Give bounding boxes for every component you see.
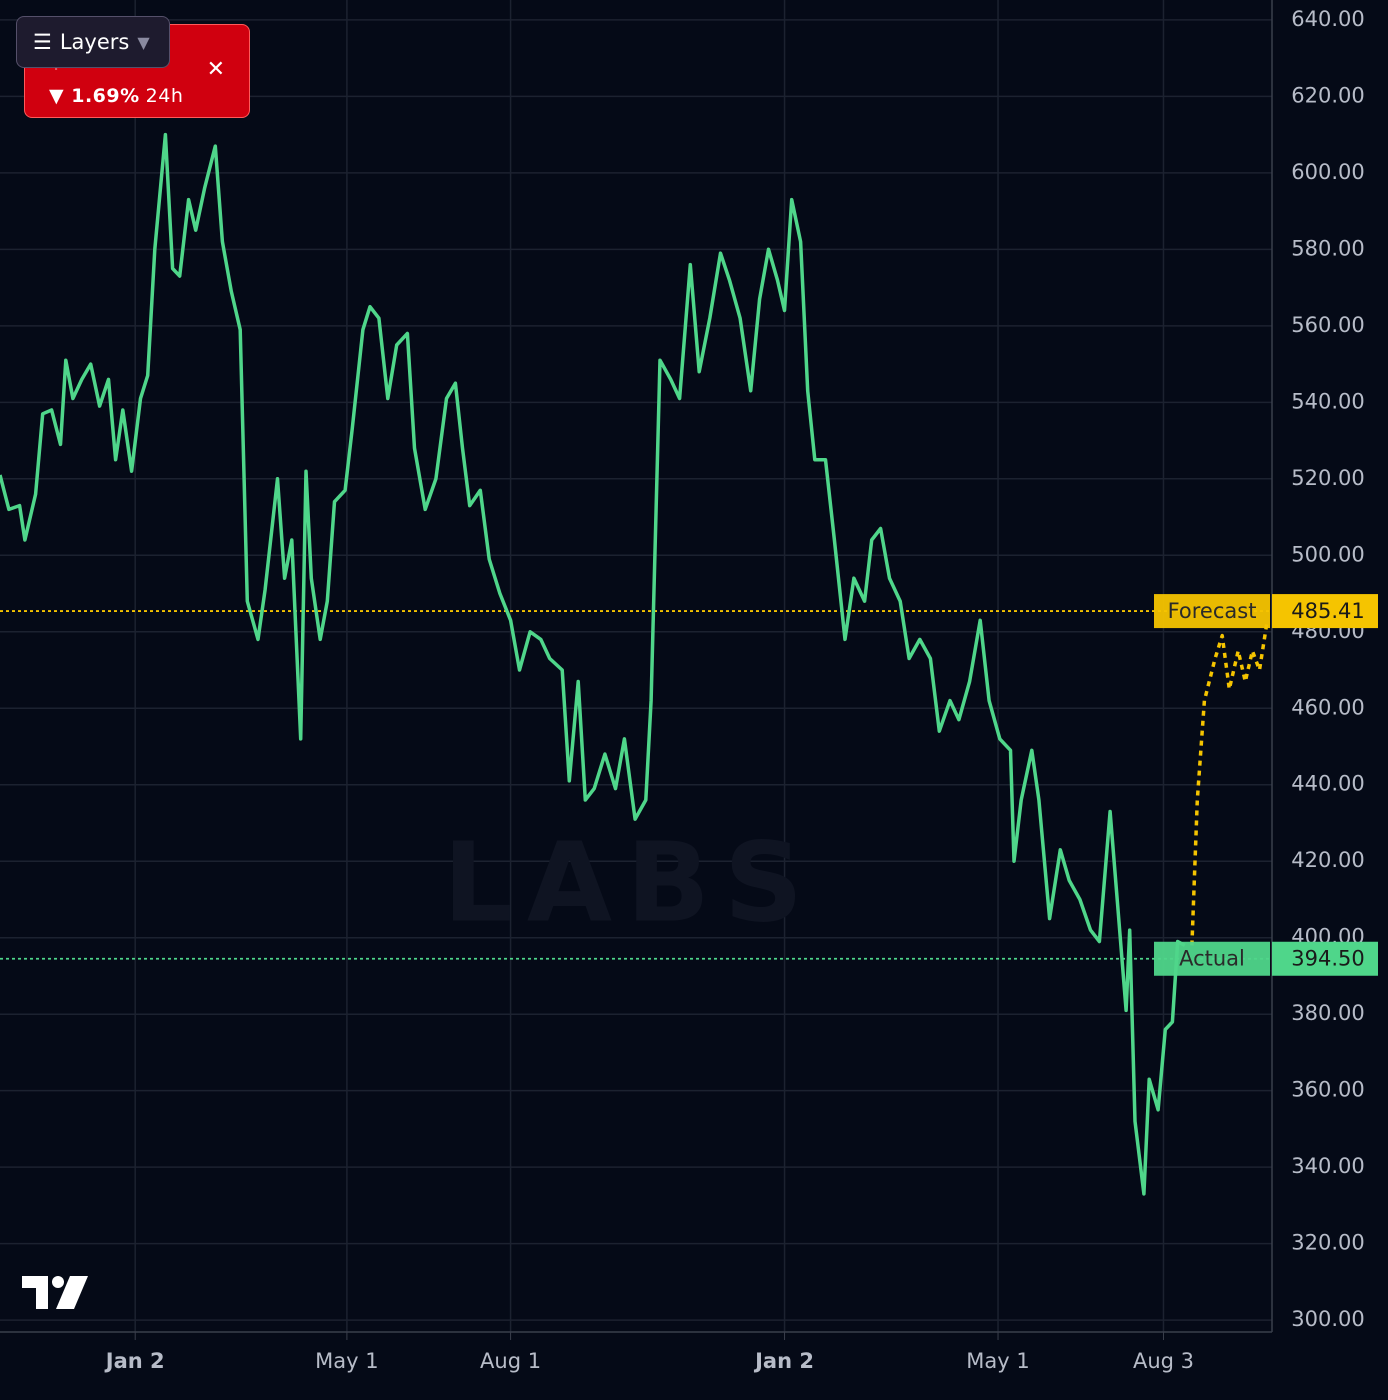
y-tick-label: 420.00 bbox=[1291, 848, 1364, 872]
y-tick-label: 640.00 bbox=[1291, 7, 1364, 31]
change-row: ▼ 1.69% 24h bbox=[49, 85, 183, 107]
y-tick-label: 500.00 bbox=[1291, 542, 1364, 566]
y-tick-label: 320.00 bbox=[1291, 1231, 1364, 1255]
price-tag-label: Actual bbox=[1179, 947, 1245, 971]
layers-label: Layers bbox=[59, 30, 130, 54]
axes: 300.00320.00340.00360.00380.00400.00420.… bbox=[104, 7, 1378, 1373]
layers-button[interactable]: ☰ Layers ▼ bbox=[16, 16, 170, 68]
x-tick-label: Aug 1 bbox=[480, 1349, 541, 1373]
grid bbox=[0, 0, 1272, 1332]
y-tick-label: 620.00 bbox=[1291, 83, 1364, 107]
x-tick-label: Jan 2 bbox=[753, 1349, 814, 1373]
watermark: LABS bbox=[443, 818, 817, 946]
period: 24h bbox=[145, 85, 184, 107]
change: 1.69% bbox=[71, 85, 140, 107]
y-tick-label: 560.00 bbox=[1291, 313, 1364, 337]
price-value-tag bbox=[1272, 594, 1378, 629]
y-tick-label: 600.00 bbox=[1291, 160, 1364, 184]
y-tick-label: 580.00 bbox=[1291, 236, 1364, 260]
logo-part bbox=[52, 1276, 64, 1288]
y-tick-label: 460.00 bbox=[1291, 695, 1364, 719]
x-tick-label: Aug 3 bbox=[1133, 1349, 1194, 1373]
logo-part bbox=[56, 1276, 88, 1309]
price-tag bbox=[1154, 941, 1270, 976]
y-tick-label: 340.00 bbox=[1291, 1154, 1364, 1178]
plot bbox=[0, 132, 1272, 1196]
price-tag bbox=[1154, 594, 1270, 629]
menu-icon: ☰ bbox=[33, 30, 52, 54]
price-tag-label: Forecast bbox=[1168, 599, 1257, 623]
close-button[interactable]: ✕ bbox=[206, 57, 225, 82]
y-tick-label: 520.00 bbox=[1291, 466, 1364, 490]
y-tick-label: 380.00 bbox=[1291, 1001, 1364, 1025]
y-tick-label: 300.00 bbox=[1291, 1307, 1364, 1331]
price-line bbox=[0, 132, 1186, 1196]
y-tick-label: 540.00 bbox=[1291, 389, 1364, 413]
tradingview-logo bbox=[22, 1276, 88, 1309]
price-line bbox=[1190, 623, 1269, 946]
x-tick-label: May 1 bbox=[315, 1349, 378, 1373]
logo-part bbox=[22, 1276, 48, 1309]
price-value-tag bbox=[1272, 941, 1378, 976]
x-tick-label: May 1 bbox=[966, 1349, 1029, 1373]
caret-icon: ▼ bbox=[137, 32, 150, 52]
price-value-label: 485.41 bbox=[1291, 599, 1364, 623]
down-icon: ▼ bbox=[49, 85, 72, 107]
price-value-label: 394.50 bbox=[1291, 947, 1364, 971]
x-tick-label: Jan 2 bbox=[104, 1349, 165, 1373]
y-tick-label: 440.00 bbox=[1291, 772, 1364, 796]
y-tick-label: 360.00 bbox=[1291, 1078, 1364, 1102]
